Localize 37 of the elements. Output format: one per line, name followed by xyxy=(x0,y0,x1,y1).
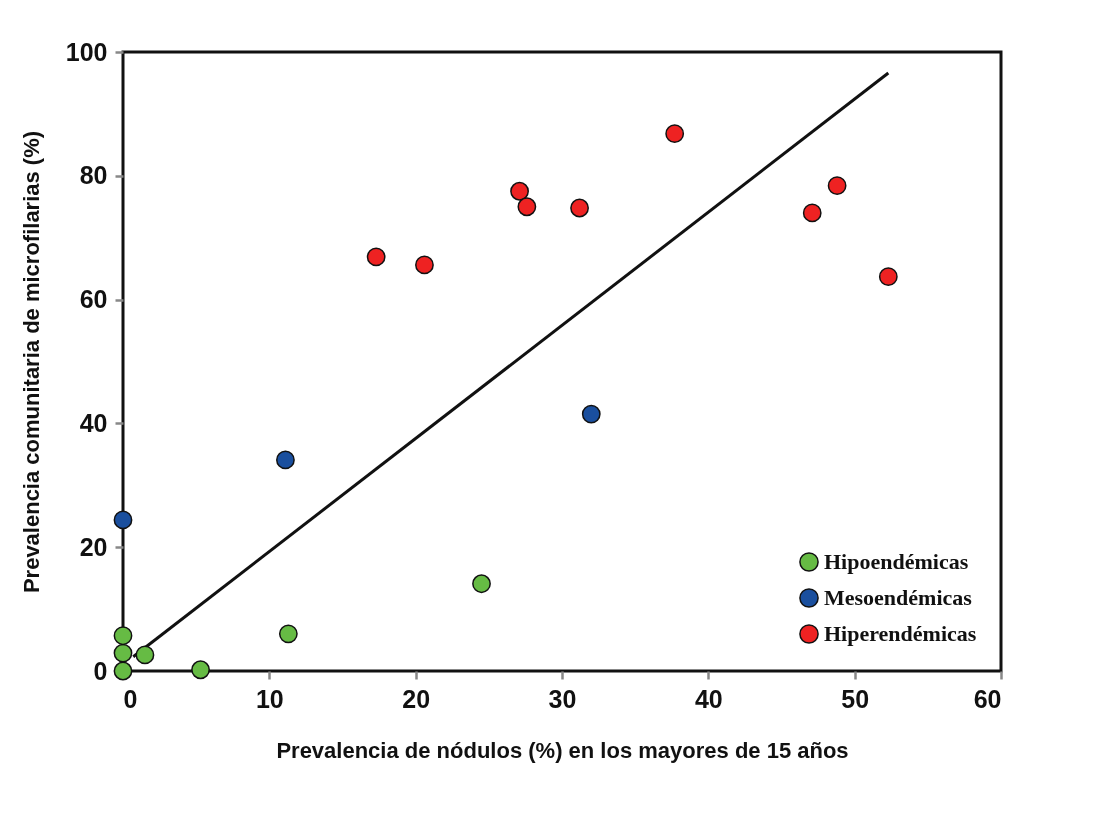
point xyxy=(665,124,685,144)
x-tick-label: 40 xyxy=(694,684,723,713)
y-tick-label: 80 xyxy=(79,161,108,190)
point xyxy=(878,267,898,287)
point xyxy=(113,510,133,530)
point xyxy=(113,626,133,646)
y-tick-label: 60 xyxy=(79,285,108,314)
legend-label: Hiperendémicas xyxy=(824,621,977,646)
point xyxy=(827,176,847,196)
point xyxy=(135,645,155,665)
y-tick-label: 40 xyxy=(79,408,108,437)
y-tick-label: 0 xyxy=(93,656,108,685)
point xyxy=(113,661,133,681)
point xyxy=(415,255,434,275)
x-tick-label: 20 xyxy=(402,684,431,713)
y-tick-label: 100 xyxy=(65,37,108,66)
x-tick-label: 0 xyxy=(123,684,138,713)
legend-label: Hipoendémicas xyxy=(824,549,969,574)
point xyxy=(113,643,133,663)
point xyxy=(517,197,537,217)
y-axis-title: Prevalencia comunitaria de microfilarias (%) xyxy=(18,130,44,594)
point xyxy=(278,624,298,644)
point xyxy=(570,198,589,218)
point xyxy=(366,247,386,267)
point xyxy=(510,181,529,201)
y-tick-label: 20 xyxy=(79,532,108,561)
point xyxy=(581,404,601,424)
x-tick-label: 10 xyxy=(255,684,284,713)
x-tick-label: 60 xyxy=(973,684,1002,713)
x-axis-title: Prevalencia de nódulos (%) en los mayores de 15 años xyxy=(276,737,849,763)
point xyxy=(276,450,295,470)
point xyxy=(472,574,491,594)
point xyxy=(802,203,822,223)
point xyxy=(191,660,210,680)
x-tick-label: 30 xyxy=(548,684,577,713)
x-tick-label: 50 xyxy=(841,684,870,713)
legend-label: Mesoendémicas xyxy=(824,585,973,610)
